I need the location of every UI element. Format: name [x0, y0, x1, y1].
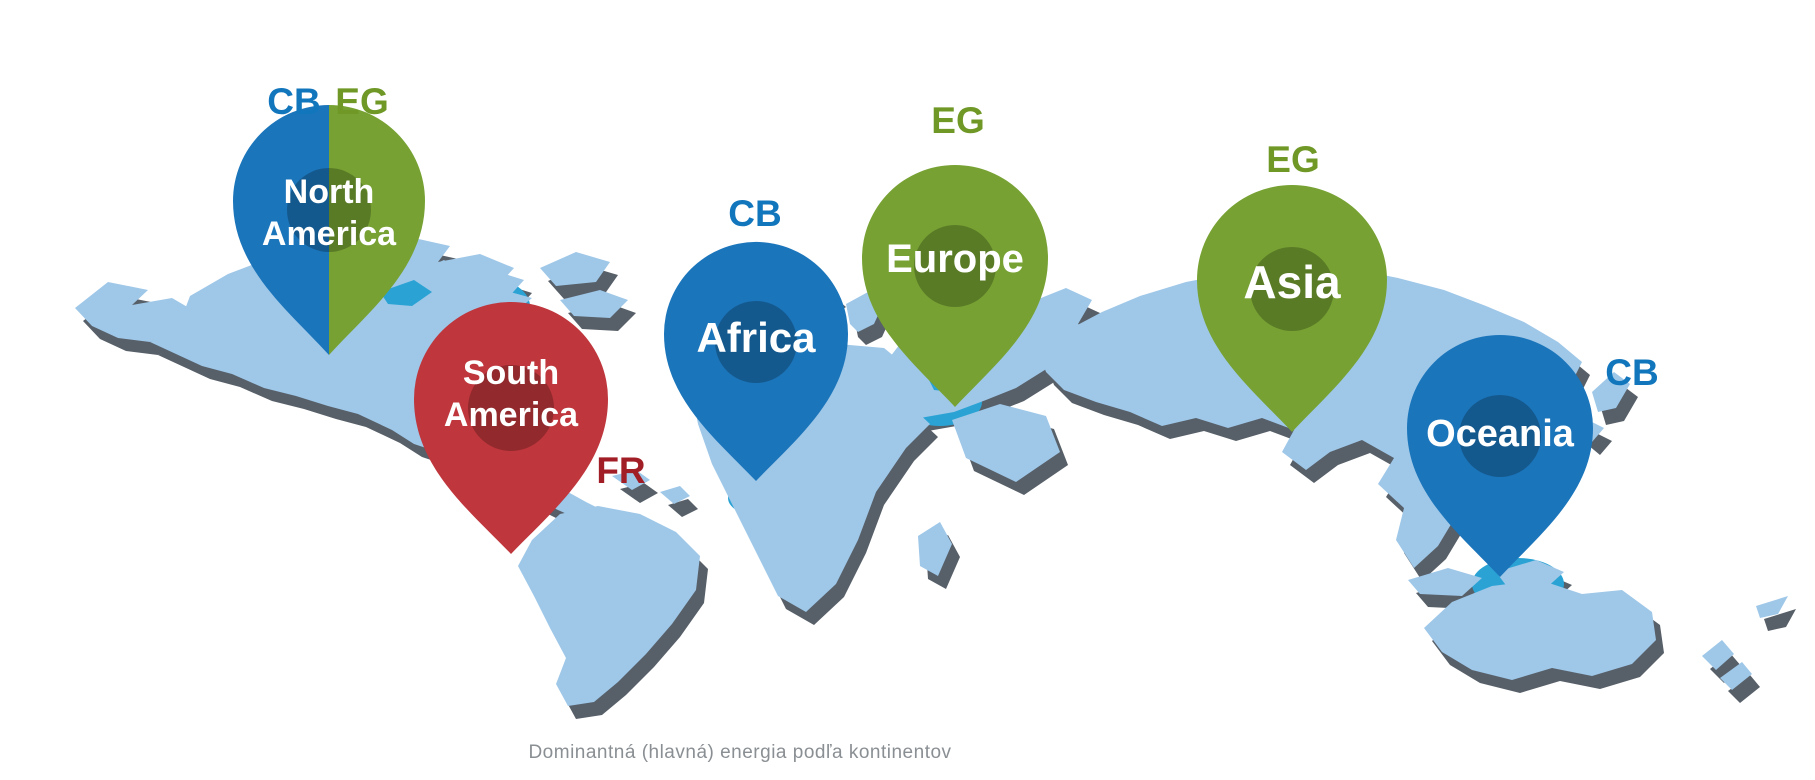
pin-europe-label: Europe — [886, 237, 1024, 281]
pin-south-america-inner-circle — [468, 365, 554, 451]
pin-africa-inner-circle — [715, 301, 797, 383]
map-caption: Dominantná (hlavná) energia podľa kontin… — [528, 742, 952, 763]
pin-asia-shape[interactable] — [1197, 185, 1387, 432]
pin-oceania-inner-circle — [1459, 395, 1541, 477]
landmass-south-america — [518, 506, 700, 706]
pin-asia-inner-circle — [1250, 247, 1334, 331]
pin-north-america-code-eg: EG — [335, 81, 388, 122]
pin-europe-code-eg: EG — [931, 100, 984, 141]
pin-south-america-label-line2: America — [444, 396, 579, 434]
pin-europe[interactable]: Europe — [862, 165, 1048, 407]
pin-south-america-shape[interactable] — [414, 302, 608, 554]
pin-africa[interactable]: Africa — [663, 241, 849, 481]
pin-africa-code-cb: CB — [728, 193, 781, 234]
pin-south-america[interactable]: South America — [414, 302, 608, 554]
pin-africa-shape[interactable] — [663, 241, 849, 481]
pin-europe-inner-circle — [914, 225, 996, 307]
pin-africa-label: Africa — [696, 314, 816, 361]
pin-oceania-code-cb: CB — [1605, 352, 1658, 393]
pin-asia-code-eg: EG — [1266, 139, 1319, 180]
pin-north-america-code-cb: CB — [267, 81, 320, 122]
pin-south-america-label-line1: South — [463, 354, 559, 392]
pin-north-america-label-line1: North — [284, 173, 375, 211]
pin-oceania-label: Oceania — [1426, 413, 1575, 455]
pin-asia-label: Asia — [1243, 256, 1341, 308]
pin-asia[interactable]: Asia — [1197, 185, 1387, 432]
pin-europe-shape[interactable] — [862, 165, 1048, 407]
pin-oceania-shape[interactable] — [1407, 335, 1593, 577]
landmass-new-zealand — [1702, 596, 1788, 690]
pin-oceania[interactable]: Oceania — [1407, 335, 1593, 577]
pin-north-america-inner-circle — [287, 168, 371, 252]
pin-north-america-label-line2: America — [262, 215, 397, 253]
pin-south-america-code-fr: FR — [596, 450, 645, 491]
